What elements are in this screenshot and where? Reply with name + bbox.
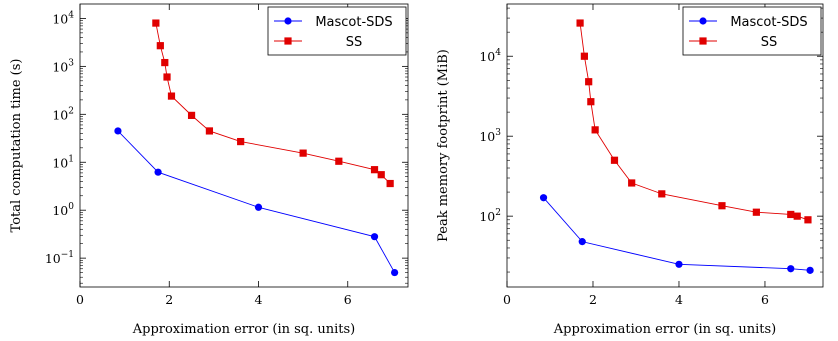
y-tick-label: 102 <box>52 106 74 122</box>
legend: Mascot-SDS SS <box>267 6 407 56</box>
y-tick-label: 100 <box>52 202 74 218</box>
legend-marker <box>284 37 292 45</box>
data-point <box>580 52 588 60</box>
data-point <box>370 166 379 174</box>
legend-box <box>267 6 407 56</box>
legend-marker <box>699 17 707 25</box>
x-tick-label: 4 <box>255 292 263 307</box>
legend-label: Mascot-SDS <box>315 15 392 30</box>
data-point <box>793 212 801 220</box>
data-point <box>787 265 795 273</box>
data-point <box>237 137 245 146</box>
series-mascot-sds <box>114 127 399 277</box>
x-tick-label: 0 <box>503 292 511 307</box>
data-point <box>658 190 666 198</box>
data-point <box>718 202 726 210</box>
data-point <box>370 233 379 241</box>
data-point <box>205 127 214 135</box>
chart-panel-1: 10−1 100 101 102 103 104 0 2 4 6 Approximation err… <box>9 3 409 337</box>
y-tick-label: 104 <box>52 10 74 26</box>
data-point <box>576 19 584 27</box>
data-point <box>167 92 176 100</box>
legend-label: SS <box>346 35 363 50</box>
x-tick-label: 2 <box>165 292 173 307</box>
x-tick-label: 6 <box>761 292 769 307</box>
data-point <box>377 171 385 179</box>
data-point <box>187 111 196 119</box>
legend: Mascot-SDS SS <box>682 6 822 56</box>
data-point <box>752 208 760 216</box>
series-mascot-sds <box>539 194 814 274</box>
data-point <box>806 266 814 274</box>
series-line <box>543 197 811 271</box>
y-axis-title: Total computation time (s) <box>9 59 24 233</box>
legend-marker <box>284 17 292 25</box>
legend-marker <box>699 37 707 45</box>
x-axis-title: Approximation error (in sq. units) <box>553 322 777 337</box>
x-tick-label: 4 <box>675 292 683 307</box>
data-point <box>386 179 394 188</box>
y-axis-title: Peak memory footprint (MiB) <box>436 49 451 242</box>
series-ss <box>152 19 394 188</box>
data-point <box>154 168 162 176</box>
data-point <box>152 19 160 27</box>
series-ss <box>576 19 812 224</box>
data-point <box>585 78 593 86</box>
y-tick-label: 104 <box>479 48 501 64</box>
data-point <box>299 149 307 157</box>
plot-frame <box>506 3 824 288</box>
y-tick-label: 103 <box>479 128 501 144</box>
x-tick-label: 0 <box>76 292 84 307</box>
legend-item: Mascot-SDS <box>274 15 393 30</box>
x-tick-label: 6 <box>344 292 352 307</box>
series-line <box>117 130 396 273</box>
data-point <box>156 42 164 50</box>
legend-item: SS <box>689 35 777 50</box>
data-point <box>804 216 812 224</box>
plot-frame <box>79 3 409 288</box>
data-point <box>578 238 586 246</box>
data-point <box>787 210 795 219</box>
legend-item: SS <box>274 35 362 50</box>
legend-label: SS <box>761 35 778 50</box>
x-axis-title: Approximation error (in sq. units) <box>132 322 356 337</box>
data-point <box>114 127 122 135</box>
data-point <box>254 203 263 211</box>
data-point <box>610 156 619 164</box>
y-tick-label: 102 <box>479 208 501 224</box>
legend-box <box>682 6 822 56</box>
data-point <box>391 268 399 277</box>
data-point <box>675 260 683 268</box>
legend-label: Mascot-SDS <box>730 15 807 30</box>
x-tick-label: 2 <box>589 292 597 307</box>
data-point <box>591 126 599 134</box>
data-point <box>161 58 169 67</box>
data-point <box>163 73 171 81</box>
y-tick-label: 101 <box>52 154 74 170</box>
legend-item: Mascot-SDS <box>689 15 808 30</box>
y-tick-label: 10−1 <box>45 250 74 266</box>
chart-panel-2: 102 103 104 0 2 4 6 Approximation error (in sq.… <box>436 3 824 337</box>
y-tick-label: 103 <box>52 58 74 74</box>
data-point <box>587 98 595 106</box>
data-point <box>539 194 548 202</box>
data-point <box>335 157 343 165</box>
data-point <box>628 179 636 187</box>
